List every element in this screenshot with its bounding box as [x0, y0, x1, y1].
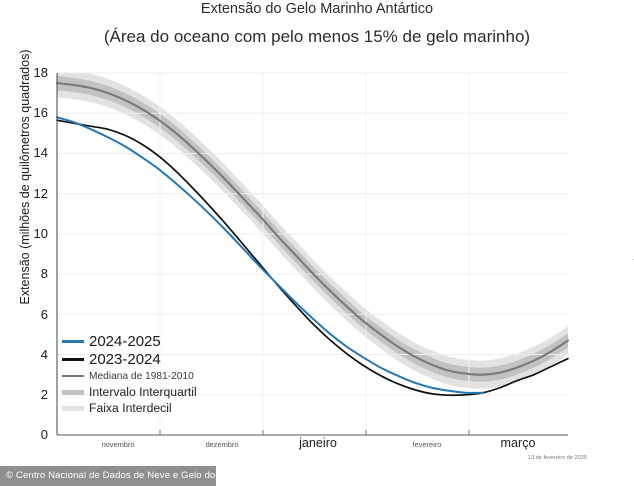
- x-tick-marco: março: [500, 436, 536, 450]
- x-tick-dezembro: dezembro: [205, 440, 239, 449]
- axis-lines: [56, 73, 568, 436]
- chart-subtitle: (Área do oceano com pelo menos 15% de ge…: [103, 27, 531, 46]
- y-tick-16: 16: [33, 105, 48, 120]
- watermark-credit: © Centro Nacional de Dados de Neve e Gel…: [0, 466, 243, 486]
- y-tick-18: 18: [33, 65, 48, 80]
- y-tick-2: 2: [40, 387, 48, 402]
- chart-legend: 2024-2025 2023-2024 Mediana de 1981-2010…: [62, 332, 197, 416]
- date-stamp: 13 de fevereiro de 2025: [527, 455, 587, 461]
- x-tick-fevereiro: fevereiro: [412, 440, 442, 449]
- legend-label-2023-2024: 2023-2024: [89, 350, 161, 368]
- legend-swatch-interdecile-icon: [62, 405, 84, 411]
- chart-title: Extensão do Gelo Marinho Antártico: [200, 1, 434, 17]
- legend-label-2024-2025: 2024-2025: [89, 332, 161, 350]
- y-tick-12: 12: [33, 186, 48, 201]
- data-lines: [55, 82, 570, 397]
- y-tick-8: 8: [40, 266, 48, 281]
- legend-item-2024-2025: 2024-2025: [62, 332, 197, 350]
- legend-item-interquartile: Intervalo Interquartil: [62, 384, 197, 400]
- y-tick-0: 0: [40, 427, 48, 442]
- legend-swatch-interquartile-icon: [62, 389, 84, 395]
- y-tick-6: 6: [40, 307, 48, 322]
- legend-label-median: Mediana de 1981-2010: [89, 370, 194, 382]
- legend-item-interdecile: Faixa Interdecil: [62, 400, 197, 416]
- legend-swatch-2024-2025-icon: [62, 339, 84, 343]
- gridlines: [57, 72, 568, 435]
- x-tick-janeiro: janeiro: [299, 436, 337, 450]
- legend-swatch-2023-2024-icon: [62, 357, 84, 361]
- legend-label-interquartile: Intervalo Interquartil: [89, 385, 197, 399]
- legend-label-interdecile: Faixa Interdecil: [89, 401, 172, 415]
- y-tick-4: 4: [40, 347, 48, 362]
- y-tick-14: 14: [33, 145, 48, 160]
- x-tick-novembro: novembro: [101, 440, 135, 449]
- y-tick-10: 10: [33, 226, 48, 241]
- legend-item-median: Mediana de 1981-2010: [62, 368, 197, 384]
- legend-swatch-median-icon: [62, 375, 84, 377]
- legend-item-2023-2024: 2023-2024: [62, 350, 197, 368]
- uncertainty-bands: [57, 72, 568, 389]
